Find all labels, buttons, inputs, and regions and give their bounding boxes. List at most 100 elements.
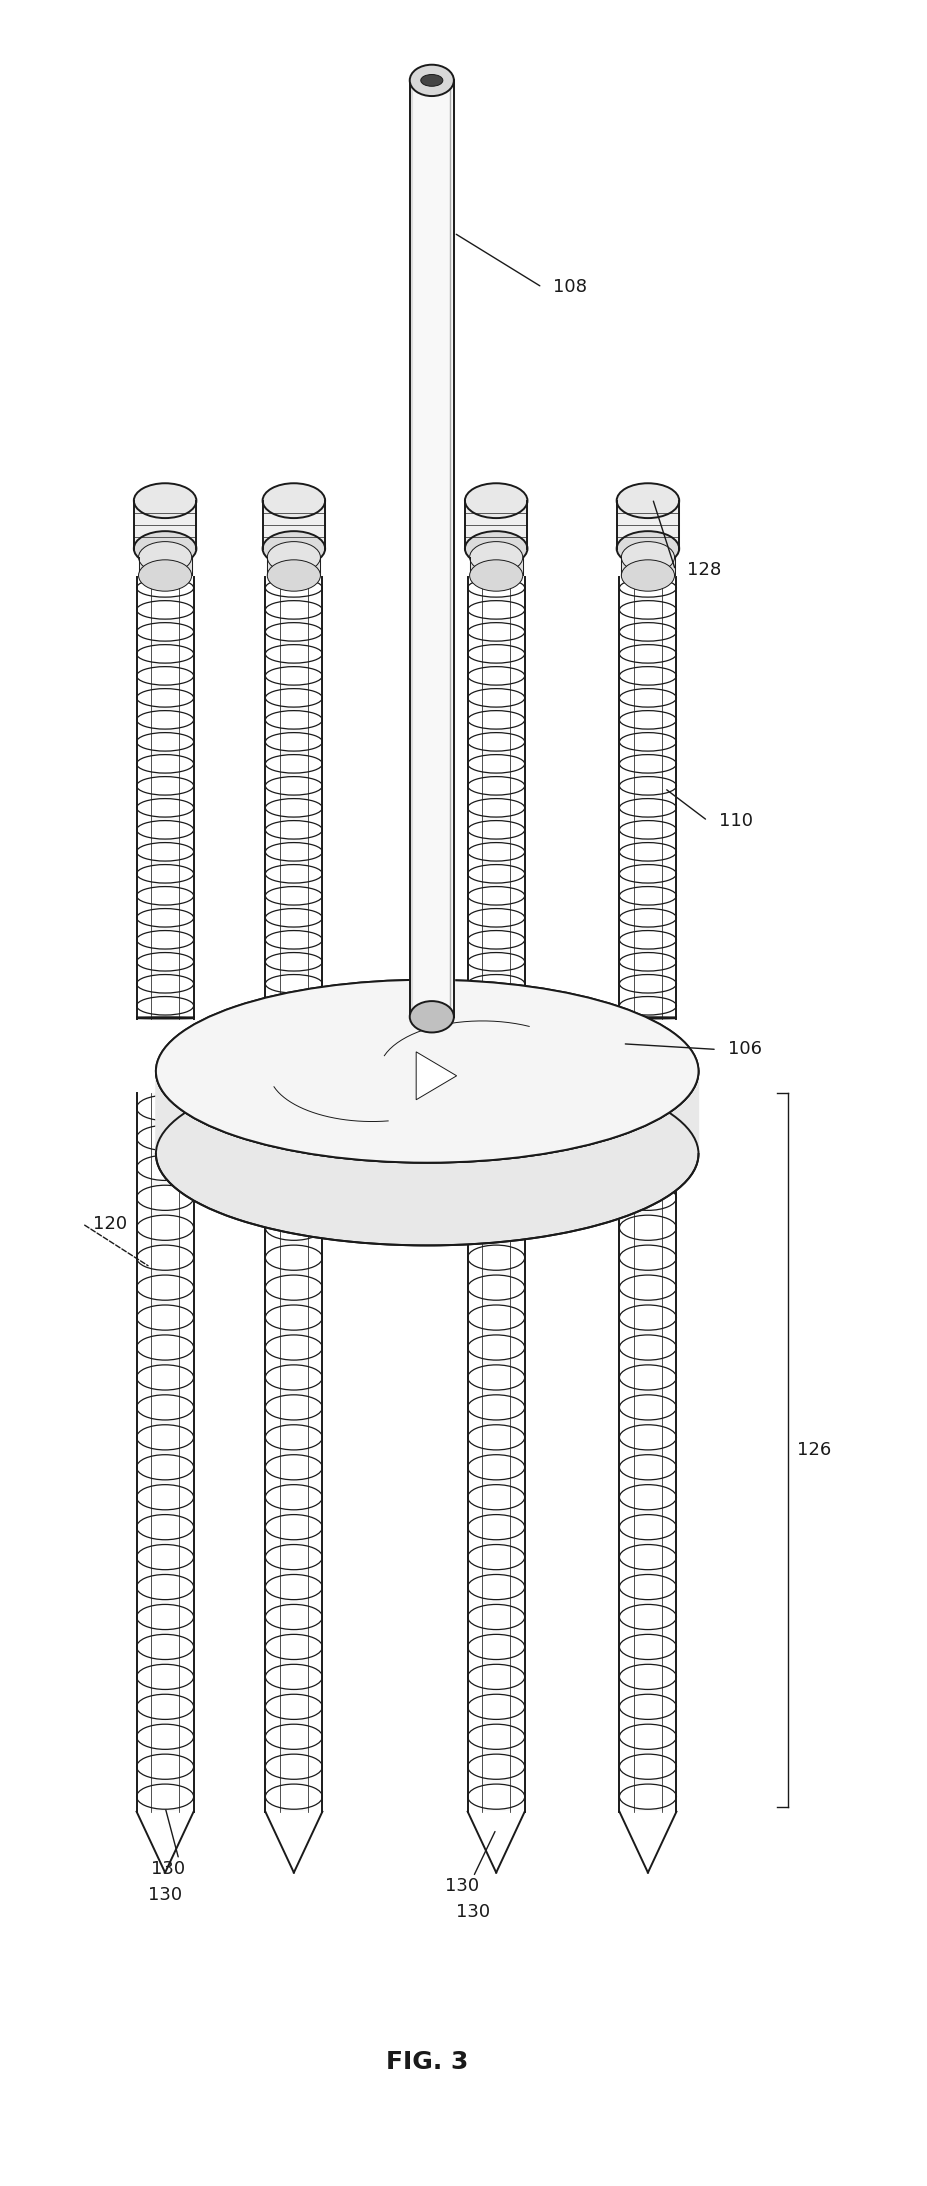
Ellipse shape [136,732,194,752]
Ellipse shape [618,1395,676,1421]
Ellipse shape [136,1305,194,1329]
Ellipse shape [136,997,194,1014]
Ellipse shape [467,1154,524,1180]
Ellipse shape [618,1095,676,1121]
Ellipse shape [467,1635,524,1659]
Text: 120: 120 [94,1215,127,1233]
Text: 110: 110 [718,811,752,831]
Ellipse shape [618,710,676,730]
Ellipse shape [618,1546,676,1570]
Ellipse shape [618,1274,676,1301]
Ellipse shape [136,1126,194,1150]
Ellipse shape [265,1484,322,1511]
Ellipse shape [467,975,524,992]
Ellipse shape [265,1215,322,1239]
Ellipse shape [265,1185,322,1211]
Text: 130: 130 [151,1860,184,1878]
Ellipse shape [265,1364,322,1390]
Ellipse shape [618,975,676,992]
Ellipse shape [136,645,194,662]
Ellipse shape [265,888,322,905]
Ellipse shape [618,689,676,706]
Ellipse shape [618,842,676,861]
Ellipse shape [136,710,194,730]
Polygon shape [280,1093,308,1812]
Ellipse shape [618,931,676,949]
Ellipse shape [410,66,453,96]
Polygon shape [136,1093,194,1812]
Ellipse shape [410,1001,453,1032]
Text: 128: 128 [686,562,720,579]
Ellipse shape [618,820,676,839]
Ellipse shape [467,754,524,774]
Polygon shape [618,577,676,1016]
Ellipse shape [467,888,524,905]
Ellipse shape [136,776,194,796]
Polygon shape [482,1093,510,1812]
Polygon shape [410,81,453,1016]
Polygon shape [151,1093,179,1812]
Ellipse shape [265,1515,322,1539]
Polygon shape [267,557,320,575]
Ellipse shape [467,1753,524,1779]
Ellipse shape [618,667,676,684]
Ellipse shape [156,1062,698,1246]
Polygon shape [482,577,510,1016]
Ellipse shape [265,1454,322,1480]
Ellipse shape [136,953,194,971]
Ellipse shape [467,1305,524,1329]
Ellipse shape [136,975,194,992]
Ellipse shape [136,1274,194,1301]
Ellipse shape [618,579,676,597]
Ellipse shape [467,1425,524,1449]
Ellipse shape [265,1274,322,1301]
Ellipse shape [467,667,524,684]
Polygon shape [265,1812,322,1873]
Ellipse shape [467,1546,524,1570]
Text: 130: 130 [445,1878,478,1895]
Ellipse shape [265,623,322,640]
Ellipse shape [618,776,676,796]
Ellipse shape [618,866,676,883]
Ellipse shape [265,754,322,774]
Ellipse shape [136,1454,194,1480]
Ellipse shape [469,542,522,573]
Polygon shape [469,557,522,575]
Ellipse shape [265,931,322,949]
Ellipse shape [136,1784,194,1810]
Ellipse shape [265,710,322,730]
Text: 130: 130 [456,1904,489,1921]
Ellipse shape [467,689,524,706]
Polygon shape [616,483,679,566]
Ellipse shape [138,542,192,573]
Ellipse shape [265,1395,322,1421]
Ellipse shape [265,1154,322,1180]
Ellipse shape [618,1574,676,1600]
Ellipse shape [265,645,322,662]
Ellipse shape [136,1515,194,1539]
Ellipse shape [467,1484,524,1511]
Ellipse shape [265,1725,322,1749]
Ellipse shape [467,1694,524,1720]
Polygon shape [156,1071,698,1246]
Ellipse shape [265,1784,322,1810]
Ellipse shape [618,1215,676,1239]
Ellipse shape [467,1336,524,1360]
Text: 130: 130 [148,1887,182,1904]
Ellipse shape [618,1185,676,1211]
Ellipse shape [136,820,194,839]
Ellipse shape [136,667,194,684]
Ellipse shape [467,710,524,730]
Polygon shape [633,577,661,1016]
Ellipse shape [133,483,197,518]
Ellipse shape [265,842,322,861]
Ellipse shape [618,1126,676,1150]
Ellipse shape [265,1095,322,1121]
Ellipse shape [618,1784,676,1810]
Ellipse shape [156,979,698,1163]
Ellipse shape [136,1574,194,1600]
Polygon shape [265,577,322,1016]
Ellipse shape [265,1635,322,1659]
Ellipse shape [136,1694,194,1720]
Ellipse shape [618,909,676,927]
